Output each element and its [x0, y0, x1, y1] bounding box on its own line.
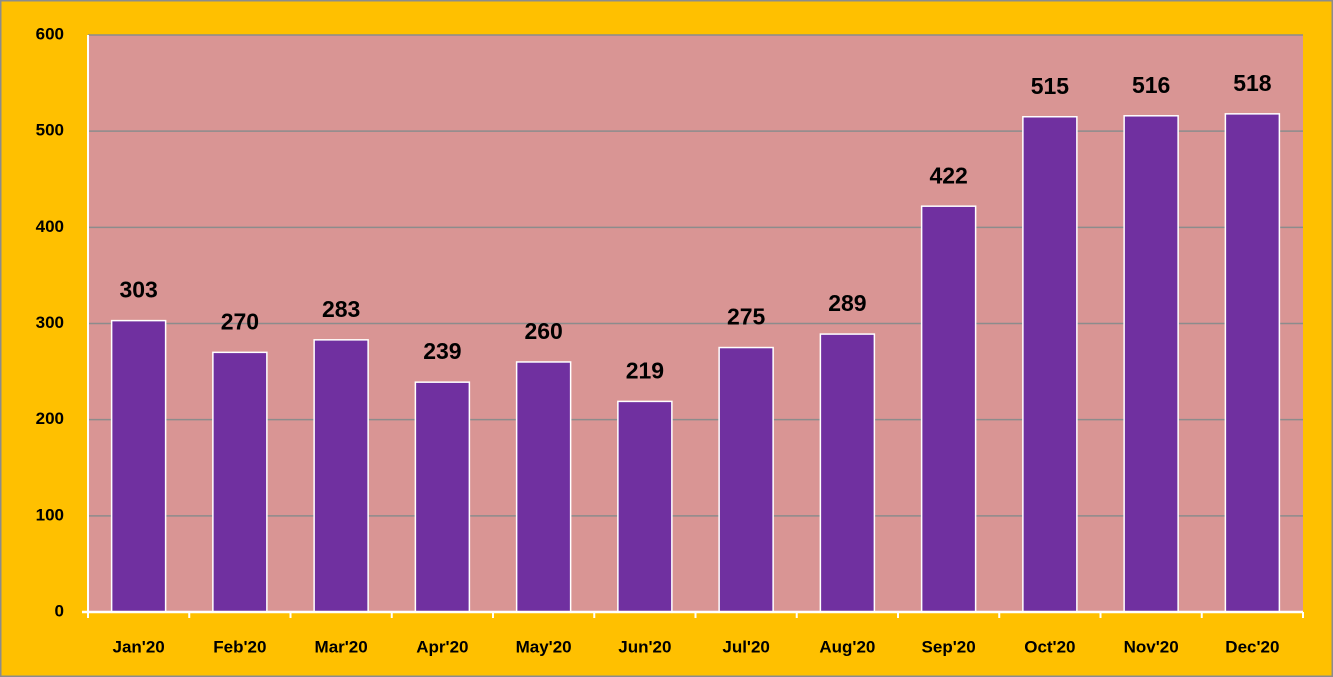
x-tick-label: Aug'20 — [819, 637, 875, 656]
y-tick-label: 0 — [55, 601, 64, 620]
data-label: 516 — [1132, 72, 1170, 98]
data-label: 270 — [221, 308, 259, 334]
data-label: 283 — [322, 296, 360, 322]
x-tick-label: Feb'20 — [213, 637, 266, 656]
x-tick-label: Dec'20 — [1225, 637, 1279, 656]
bar — [1224, 113, 1281, 613]
x-tick-label: Mar'20 — [315, 637, 368, 656]
x-tick-label: Nov'20 — [1124, 637, 1179, 656]
data-label: 303 — [119, 277, 157, 303]
y-tick-label: 100 — [36, 505, 64, 524]
x-tick-label: Jan'20 — [113, 637, 165, 656]
bar — [212, 351, 268, 613]
bar — [617, 400, 673, 613]
bar — [920, 205, 977, 613]
data-label: 239 — [423, 338, 461, 364]
bar — [718, 346, 774, 613]
data-label: 518 — [1233, 70, 1272, 96]
bar — [1123, 115, 1179, 613]
y-tick-label: 500 — [36, 121, 64, 140]
data-label: 219 — [626, 357, 664, 383]
bar — [313, 339, 369, 613]
data-label: 515 — [1031, 73, 1070, 99]
y-tick-label: 600 — [36, 24, 64, 43]
y-tick-label: 400 — [36, 217, 64, 236]
data-label: 275 — [727, 304, 766, 330]
bar — [819, 333, 876, 613]
x-tick-label: Jul'20 — [722, 637, 770, 656]
x-tick-label: Oct'20 — [1024, 637, 1075, 656]
bar — [515, 361, 572, 613]
bar — [110, 319, 167, 613]
y-tick-label: 300 — [36, 313, 64, 332]
x-tick-label: Jun'20 — [618, 637, 671, 656]
data-label: 260 — [524, 318, 562, 344]
y-tick-label: 200 — [36, 409, 64, 428]
data-label: 289 — [828, 290, 866, 316]
x-tick-label: May'20 — [516, 637, 572, 656]
bar — [1022, 115, 1078, 613]
x-tick-label: Apr'20 — [416, 637, 468, 656]
bar — [414, 381, 471, 613]
x-tick-label: Sep'20 — [922, 637, 976, 656]
data-label: 422 — [929, 162, 967, 188]
